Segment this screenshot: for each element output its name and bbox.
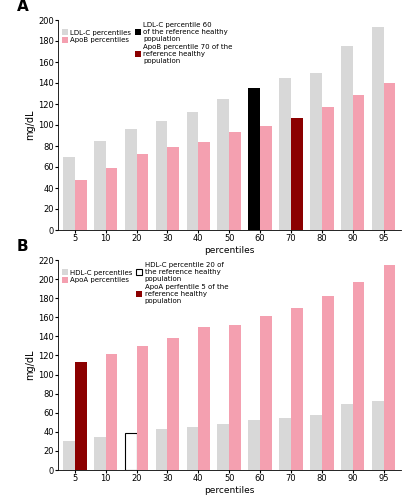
Bar [291,308,303,470]
Text: A: A [17,0,28,14]
Bar [63,156,75,230]
Bar [384,265,395,470]
Bar [322,296,334,470]
Bar [198,142,210,230]
Bar [125,129,137,230]
Bar [260,316,272,470]
Y-axis label: mg/dL: mg/dL [25,110,35,140]
Bar [341,46,353,230]
Text: B: B [17,238,28,254]
Y-axis label: mg/dL: mg/dL [25,350,35,380]
Bar [372,28,384,230]
Bar [156,429,167,470]
Bar [75,180,87,230]
Bar [187,112,198,230]
Bar [75,362,87,470]
Bar [137,346,148,470]
Bar [229,325,241,470]
Bar [260,126,272,230]
Bar [106,354,117,470]
X-axis label: percentiles: percentiles [204,246,254,255]
Bar [106,168,117,230]
Bar [384,83,395,230]
Bar [198,327,210,470]
Bar [291,118,303,230]
Bar [322,107,334,230]
X-axis label: percentiles: percentiles [204,486,254,495]
Bar [372,402,384,470]
Bar [279,418,291,470]
Bar [125,433,137,470]
Legend: HDL-C percentiles, ApoA percentiles, HDL-C percentile 20 of
the reference health: HDL-C percentiles, ApoA percentiles, HDL… [61,262,229,304]
Bar [167,147,179,230]
Bar [341,404,353,470]
Bar [353,94,365,230]
Bar [94,141,106,230]
Bar [248,88,260,230]
Bar [167,338,179,470]
Bar [218,99,229,230]
Bar [218,424,229,470]
Legend: LDL-C percentiles, ApoB percentiles, LDL-C percentile 60
of the reference health: LDL-C percentiles, ApoB percentiles, LDL… [61,22,233,64]
Bar [279,78,291,230]
Bar [187,427,198,470]
Bar [353,282,365,470]
Bar [310,414,322,470]
Bar [310,72,322,230]
Bar [156,121,167,230]
Bar [229,132,241,230]
Bar [248,420,260,470]
Bar [63,442,75,470]
Bar [137,154,148,230]
Bar [94,436,106,470]
